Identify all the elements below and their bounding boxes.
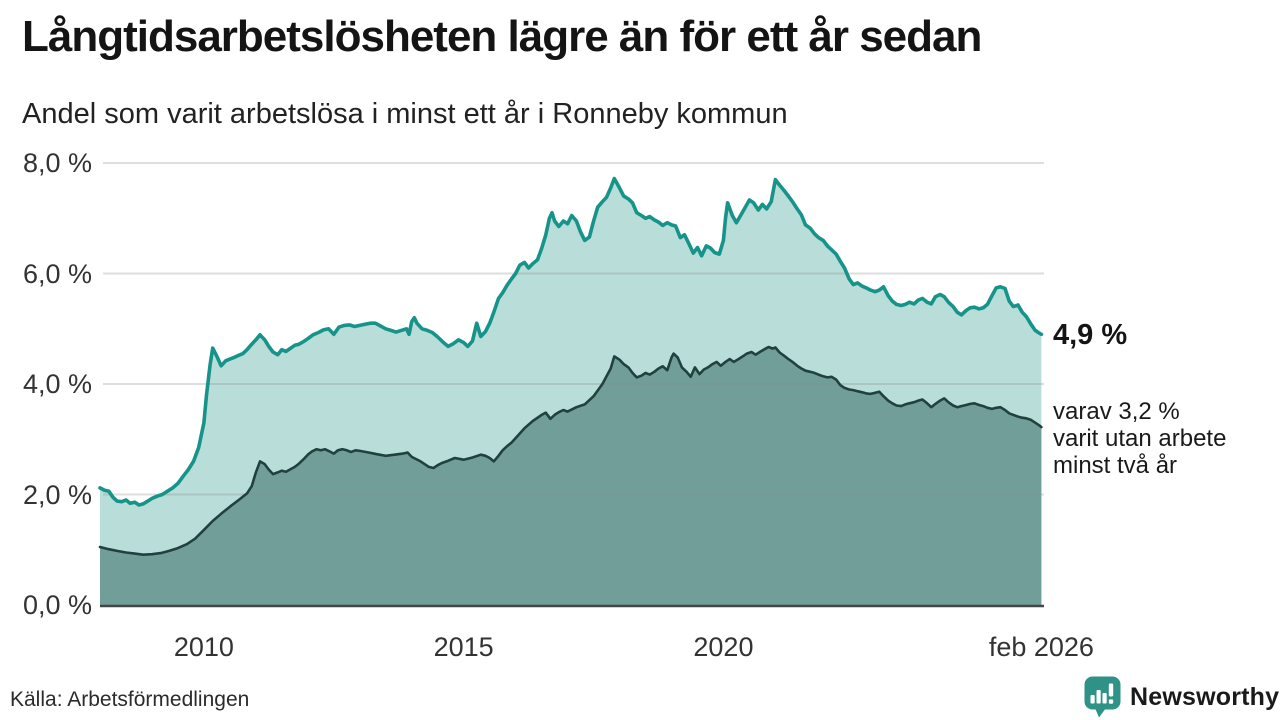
source-note: Källa: Arbetsförmedlingen <box>10 688 250 711</box>
page-title: Långtidsarbetslösheten lägre än för ett … <box>22 12 982 61</box>
x-tick-label: 2010 <box>173 632 234 662</box>
line-minst-tva-ar <box>98 345 1043 556</box>
x-tick-label: 2020 <box>693 632 754 662</box>
line-minst-ett-ar <box>98 176 1044 507</box>
newsworthy-bubble-icon <box>1084 676 1121 718</box>
secondary-annotation: varav 3,2 % varit utan arbete minst två … <box>1053 398 1227 479</box>
x-tick-label: feb 2026 <box>988 632 1094 662</box>
y-tick-label: 4,0 % <box>22 369 92 399</box>
newsworthy-logo: Newsworthy <box>1084 676 1279 718</box>
y-tick-label: 8,0 % <box>22 148 92 178</box>
y-tick-label: 2,0 % <box>22 479 92 510</box>
newsworthy-wordmark: Newsworthy <box>1130 682 1280 711</box>
gridlines <box>103 162 1044 496</box>
area-minst-tva-ar <box>100 347 1042 605</box>
latest-value-label: 4,9 % <box>1053 319 1128 351</box>
y-tick-label: 0,0 % <box>22 590 92 620</box>
y-tick-label: 6,0 % <box>22 258 92 289</box>
chart-subtitle: Andel som varit arbetslösa i minst ett å… <box>22 98 788 130</box>
x-tick-label: 2015 <box>433 632 494 662</box>
